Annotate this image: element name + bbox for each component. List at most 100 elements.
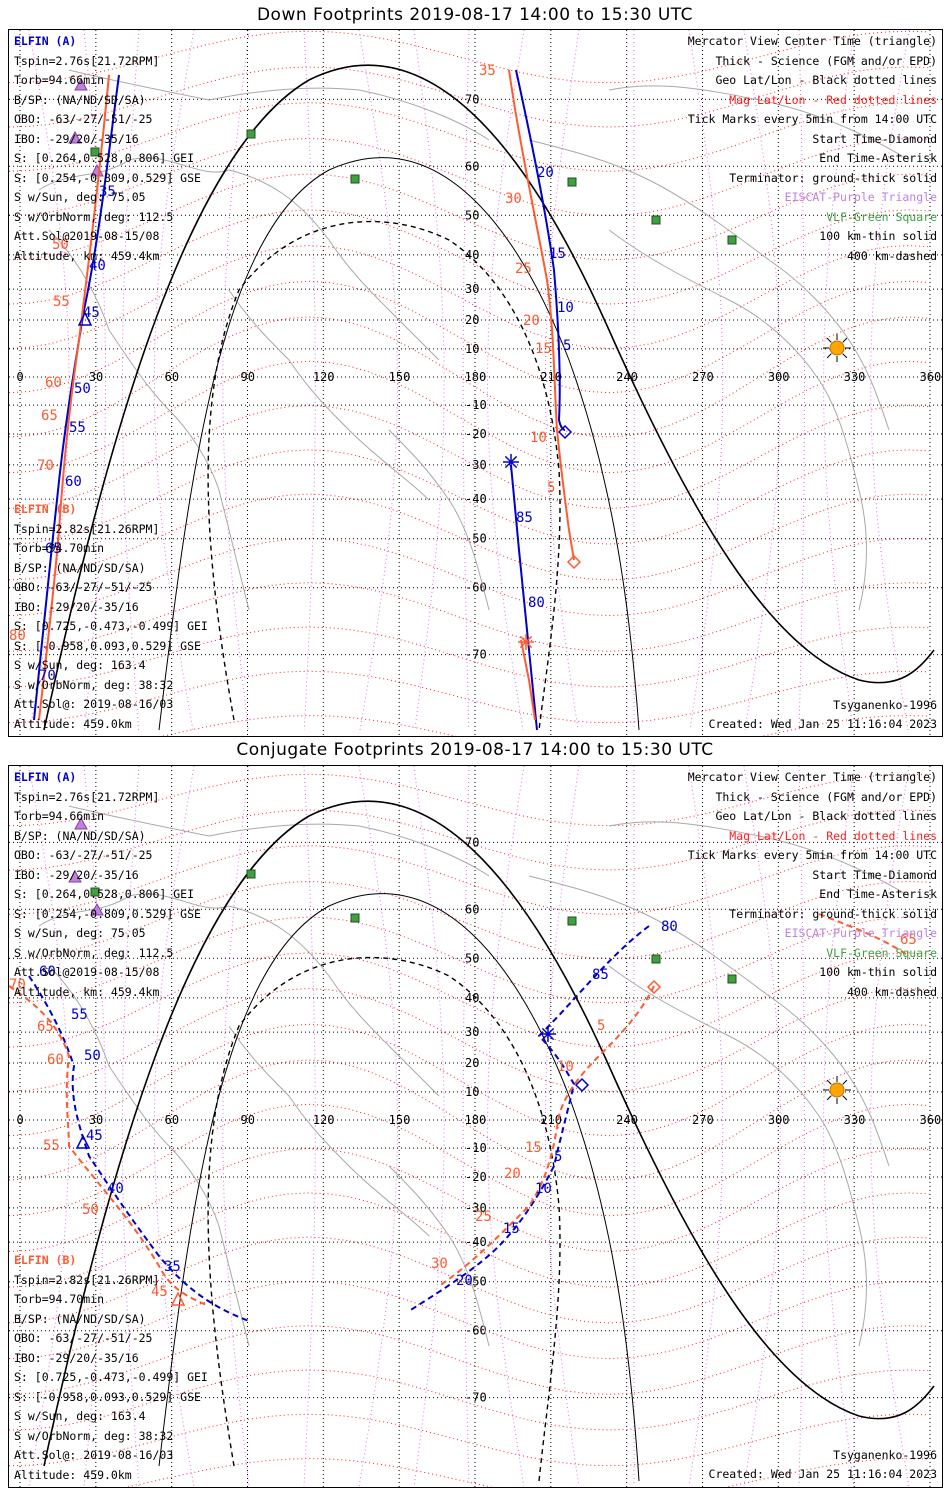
down-elfin-a-line: Att.Sol@2019-08-15/08	[14, 229, 160, 243]
created-timestamp: Created: Wed Jan 25 11:16:04 2023	[708, 1467, 937, 1481]
track-tick-label: 10	[530, 430, 547, 446]
track-tick-label: 5	[554, 1149, 562, 1165]
mag-lon-line	[121, 766, 140, 1487]
lat-tick-label: 50	[465, 951, 479, 965]
eiscat-triangle	[74, 77, 88, 91]
down-elfin-a-line: Torb=94.66min	[14, 73, 105, 87]
conj-elfin-b-line: S w/OrbNorm, deg: 38:32	[14, 1428, 174, 1443]
mag-lon-line	[153, 30, 195, 731]
track-tick-label: 60	[45, 375, 62, 391]
lon-tick-label: 90	[241, 370, 255, 384]
track-tick-label: 35	[99, 184, 116, 200]
track-tick-label: 10	[557, 1059, 574, 1075]
lon-tick-label: 120	[313, 370, 335, 384]
lon-tick-label: 0	[17, 1113, 24, 1127]
elfin-a-track	[510, 464, 538, 731]
sun-ray	[842, 1095, 848, 1101]
sun-icon	[829, 340, 845, 356]
legend-item: 100 km-thin solid	[819, 229, 937, 243]
coastline	[608, 85, 910, 161]
down-elfin-b-block: ELFIN (B) Tspin=2.82s[21.26RPM] Torb=94.…	[14, 500, 208, 734]
lon-tick-label: 150	[389, 370, 411, 384]
track-tick-label: 80	[9, 628, 26, 644]
mag-lat-line	[161, 715, 930, 736]
elfin-b-track	[508, 69, 575, 561]
track-tick-label: 15	[535, 341, 552, 357]
conj-elfin-a-line: OBO: -63/-27/-51/-25	[14, 848, 153, 862]
conj-footer: Tsyganenko-1996 Created: Wed Jan 25 11:1…	[709, 1446, 937, 1484]
elfin-b-track	[438, 985, 655, 1287]
sun-ray	[842, 1079, 848, 1085]
track-tick-label: 20	[523, 313, 540, 329]
coastline	[528, 139, 890, 431]
lon-tick-label: 0	[17, 370, 24, 384]
mag-lat-line	[9, 1236, 930, 1324]
down-elfin-a-label: ELFIN (A)	[14, 34, 77, 48]
mag-lon-line	[121, 30, 140, 731]
start-time-diamond	[566, 554, 582, 570]
mag-lon-line	[222, 766, 250, 1487]
track-tick-label: 15	[549, 246, 566, 262]
lat-tick-label: 20	[465, 1056, 479, 1070]
vlf-station-square	[90, 887, 100, 897]
mag-lon-line	[487, 766, 525, 1487]
start-time-diamond	[557, 424, 573, 440]
track-tick-label: 70	[9, 977, 26, 993]
mag-lon-line	[83, 766, 107, 1487]
vlf-station-square	[246, 129, 256, 139]
conj-elfin-a-line: Torb=94.66min	[14, 809, 105, 823]
end-time-asterisk	[504, 455, 518, 469]
conj-elfin-b-line: Att.Sol@: 2019-08-16/03	[14, 1448, 174, 1462]
track-tick-label: 20	[504, 1166, 521, 1182]
lon-tick-label: 60	[165, 1113, 179, 1127]
mag-lat-line	[9, 1192, 930, 1288]
down-elfin-a-line: S w/OrbNorm, deg: 112.5	[14, 209, 174, 224]
track-tick-label: 65	[45, 541, 62, 557]
down-elfin-a-line: S: [0.264,0.528,0.806] GEI	[14, 151, 195, 165]
track-tick-label: 35	[479, 63, 496, 79]
legend-item: 400 km-dashed	[846, 248, 937, 263]
end-time-asterisk	[541, 1027, 555, 1041]
coastline	[608, 965, 867, 1347]
lat-tick-label: 30	[465, 282, 479, 296]
lat-tick-label: 70	[465, 835, 479, 849]
down-elfin-b-line: S: [0.725,-0.473,-0.499] GEI	[14, 619, 208, 633]
mag-lon-line	[28, 30, 70, 731]
track-tick-label: 40	[89, 258, 106, 274]
coastline	[608, 821, 910, 897]
lat-tick-label: 30	[465, 1025, 479, 1039]
lat-tick-label: -70	[465, 648, 487, 662]
track-tick-label: 60	[39, 964, 56, 980]
vlf-station-square	[350, 174, 360, 184]
track-tick-label: 25	[515, 261, 532, 277]
track-tick-label: 55	[69, 420, 86, 436]
conj-elfin-b-line: Altitude: 459.0km	[14, 1467, 132, 1482]
mag-lat-line	[124, 1458, 930, 1487]
conj-elfin-b-line: S: [-0.958,0.093,0.529] GSE	[14, 1389, 201, 1404]
down-elfin-a-line: S: [0.254,-0.809,0.529] GSE	[14, 170, 201, 185]
sun-ray	[842, 353, 848, 359]
center-time-triangle	[75, 1134, 91, 1149]
lon-tick-label: 120	[313, 1113, 335, 1127]
track-tick-label: 15	[525, 1140, 542, 1156]
track-tick-label: 55	[53, 294, 70, 310]
down-elfin-a-line: IBO: -29/20/-35/16	[14, 131, 139, 146]
track-tick-label: 65	[900, 932, 917, 948]
coastline	[388, 1165, 490, 1347]
conj-elfin-a-line: S w/OrbNorm, deg: 112.5	[14, 945, 174, 960]
down-elfin-b-line: S w/Sun, deg: 163.4	[14, 658, 146, 672]
elfin-b-track	[520, 639, 536, 721]
track-tick-label: 10	[557, 300, 574, 316]
coastline	[68, 805, 490, 877]
elfin-a-track	[28, 975, 250, 1322]
lat-tick-label: -40	[465, 492, 487, 506]
elfin-a-track	[408, 925, 650, 1312]
down-elfin-b-line: OBO: -63/-27/-51/-25	[14, 580, 153, 594]
conj-elfin-a-line: Tspin=2.76s[21.72RPM]	[14, 789, 160, 804]
track-tick-label: 40	[107, 1181, 124, 1197]
mag-lon-line	[462, 766, 470, 1487]
track-tick-label: 55	[43, 1138, 60, 1154]
down-elfin-b-label: ELFIN (B)	[14, 502, 77, 516]
lat-tick-label: -30	[465, 1201, 487, 1215]
lon-tick-label: 240	[616, 1113, 638, 1127]
